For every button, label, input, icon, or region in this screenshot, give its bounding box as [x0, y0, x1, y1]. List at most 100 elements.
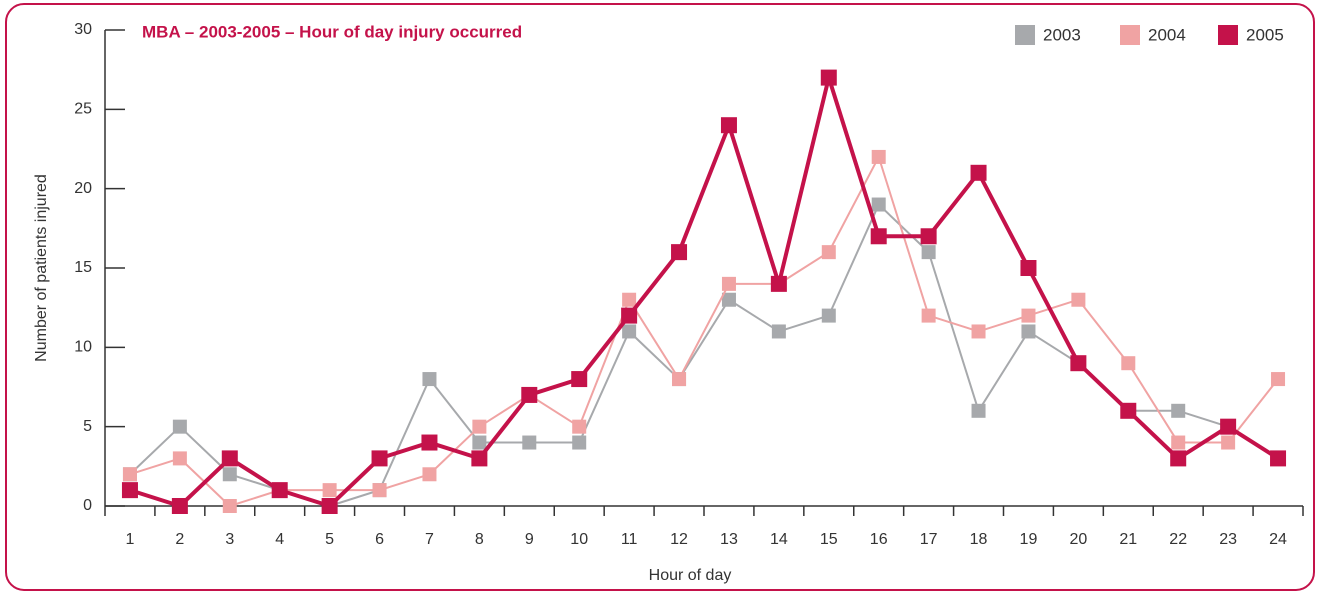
marker — [372, 483, 387, 498]
marker — [672, 372, 687, 387]
marker — [721, 276, 736, 291]
marker — [871, 149, 886, 164]
marker — [1121, 356, 1136, 371]
marker — [970, 164, 987, 181]
marker — [322, 483, 337, 498]
marker — [720, 117, 737, 134]
y-axis-label: Number of patients injured — [33, 174, 50, 362]
x-tick-label: 8 — [475, 531, 484, 548]
marker — [321, 498, 338, 514]
marker — [622, 324, 637, 339]
series-line — [129, 155, 1279, 507]
marker — [771, 324, 786, 339]
marker — [821, 308, 836, 323]
x-tick-label: 7 — [425, 531, 434, 548]
x-tick-label: 22 — [1169, 531, 1187, 548]
x-tick-label: 3 — [225, 531, 234, 548]
y-tick-label: 10 — [74, 339, 92, 356]
marker — [171, 498, 188, 514]
y-tick-label: 30 — [74, 21, 92, 38]
y-tick-label: 15 — [74, 259, 92, 276]
marker — [821, 245, 836, 260]
x-tick-label: 18 — [970, 531, 988, 548]
marker — [871, 197, 886, 212]
x-tick-label: 12 — [670, 531, 688, 548]
x-tick-label: 23 — [1219, 531, 1237, 548]
chart-title: MBA – 2003-2005 – Hour of day injury occ… — [142, 22, 522, 41]
marker — [221, 450, 238, 467]
x-tick-label: 16 — [870, 531, 888, 548]
marker — [571, 371, 588, 388]
marker — [1220, 418, 1237, 435]
legend-swatch — [1015, 25, 1035, 45]
series-line — [129, 75, 1280, 508]
y-tick-label: 25 — [74, 101, 92, 118]
x-tick-label: 10 — [570, 531, 588, 548]
x-tick-label: 4 — [275, 531, 284, 548]
series-line — [129, 203, 1279, 507]
marker — [472, 435, 487, 450]
marker — [1070, 355, 1087, 372]
marker — [471, 450, 488, 467]
marker — [1271, 372, 1286, 387]
marker — [222, 467, 237, 482]
marker — [522, 435, 537, 450]
x-tick-label: 11 — [621, 531, 638, 548]
marker — [172, 419, 187, 434]
x-tick-label: 9 — [525, 531, 534, 548]
x-axis-label: Hour of day — [649, 567, 732, 584]
x-tick-label: 1 — [126, 531, 135, 548]
marker — [172, 451, 187, 466]
frame — [5, 3, 1315, 591]
y-tick-label: 0 — [83, 497, 92, 514]
marker — [1020, 260, 1037, 276]
x-tick-label: 6 — [375, 531, 384, 548]
marker — [870, 228, 887, 245]
x-tick-label: 14 — [770, 531, 788, 548]
marker — [622, 292, 637, 307]
marker — [770, 275, 787, 292]
marker — [371, 450, 388, 467]
marker — [421, 434, 438, 451]
y-tick-label: 20 — [74, 180, 92, 197]
marker — [521, 386, 538, 403]
x-tick-label: 13 — [720, 531, 738, 548]
legend-swatch — [1218, 25, 1238, 45]
x-tick-label: 17 — [920, 531, 938, 548]
marker — [572, 435, 587, 450]
marker — [422, 372, 437, 387]
marker — [721, 292, 736, 307]
x-tick-label: 5 — [325, 531, 334, 548]
marker — [921, 245, 936, 260]
marker — [671, 244, 688, 261]
x-tick-label: 24 — [1269, 531, 1287, 548]
marker — [1170, 450, 1187, 467]
marker — [422, 467, 437, 482]
marker — [1171, 403, 1186, 418]
marker — [271, 482, 288, 499]
marker — [572, 419, 587, 434]
marker — [971, 403, 986, 418]
marker — [121, 482, 138, 499]
legend-swatch — [1120, 25, 1140, 45]
marker — [222, 499, 237, 513]
x-tick-label: 19 — [1020, 531, 1038, 548]
marker — [472, 419, 487, 434]
marker — [921, 308, 936, 323]
marker — [122, 467, 137, 482]
marker — [1120, 402, 1137, 419]
legend-label: 2003 — [1043, 25, 1081, 44]
x-tick-label: 15 — [820, 531, 838, 548]
marker — [1021, 324, 1036, 339]
legend-label: 2005 — [1246, 25, 1284, 44]
marker — [1270, 450, 1287, 467]
marker — [1221, 435, 1236, 450]
x-tick-label: 21 — [1119, 531, 1137, 548]
marker — [1021, 308, 1036, 323]
marker — [1071, 292, 1086, 307]
marker — [820, 69, 837, 86]
marker — [1171, 435, 1186, 450]
marker — [920, 228, 937, 245]
marker — [971, 324, 986, 339]
